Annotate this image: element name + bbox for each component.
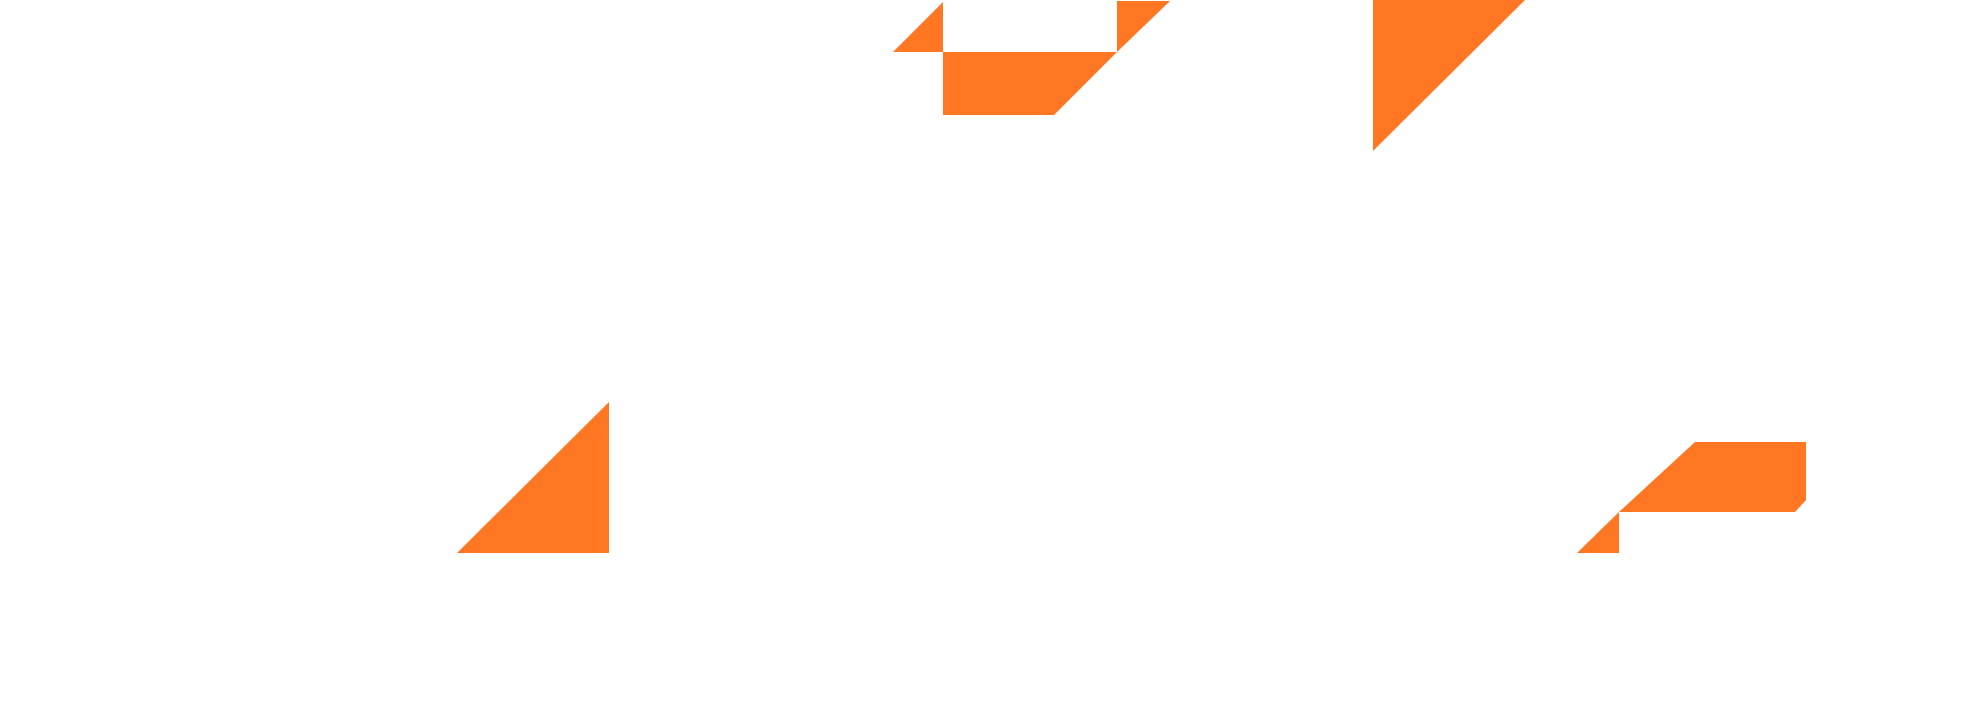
- triangle-top-right-large: [1373, 0, 1525, 151]
- shape-group: [457, 0, 1806, 553]
- triangle-bottom-left: [457, 402, 609, 553]
- slanted-bar-top-left: [943, 52, 1117, 115]
- triangle-top-small-right: [1117, 1, 1170, 52]
- triangle-top-left-small: [893, 2, 943, 52]
- triangle-bottom-right-small: [1577, 512, 1619, 553]
- slanted-bar-bottom-right: [1619, 442, 1806, 512]
